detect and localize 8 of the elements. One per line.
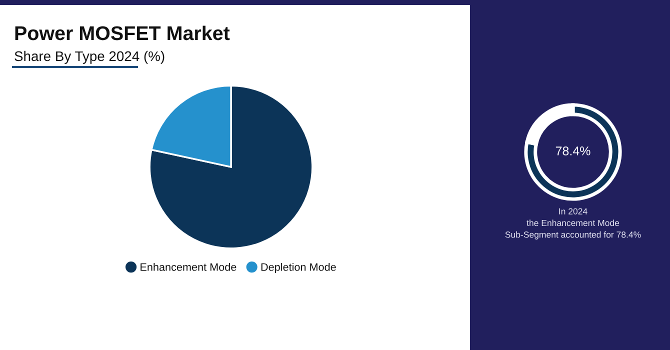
- legend-label: Enhancement Mode: [140, 262, 236, 271]
- donut-slice: [524, 103, 622, 201]
- pie-slice: [148, 84, 314, 250]
- text: In 2024 the Enhancement Mode Sub-Segment accounted for 78.4%: [505, 208, 641, 240]
- data-label: 78.4%: [556, 146, 590, 156]
- legend-label: Depletion Mode: [261, 262, 336, 274]
- chart-subtitle: Share By Type 2024 (%): [14, 50, 164, 64]
- chart-title: Power MOSFET Market: [15, 26, 230, 40]
